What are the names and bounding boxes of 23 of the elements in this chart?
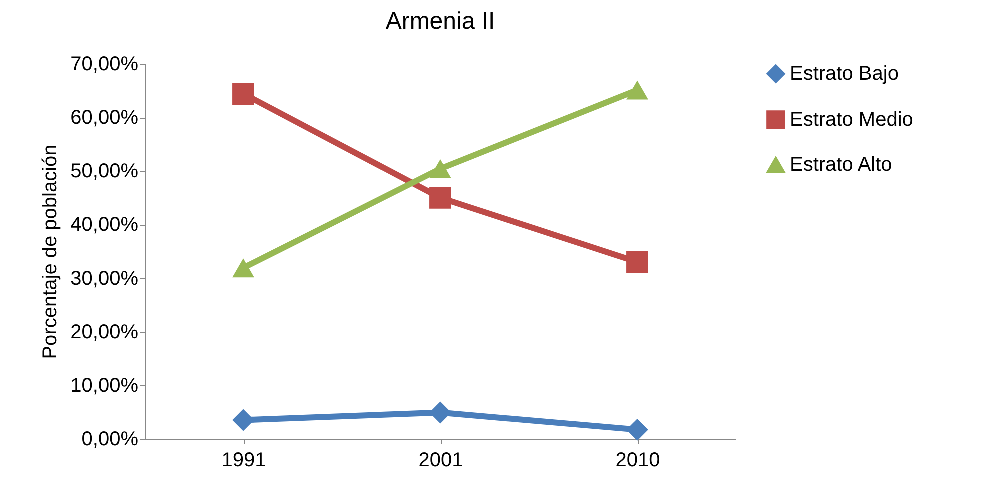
y-axis-title: Porcentaje de población bbox=[40, 144, 62, 360]
legend-label: Estrato Bajo bbox=[790, 63, 899, 85]
point bbox=[626, 80, 648, 100]
x-tick-label: 2010 bbox=[616, 450, 660, 472]
legend-label: Estrato Alto bbox=[790, 154, 892, 176]
point bbox=[626, 418, 648, 441]
y-tick-label: 20,00% bbox=[70, 321, 139, 344]
y-tick-label: 40,00% bbox=[70, 214, 139, 236]
y-tick-label: 70,00% bbox=[70, 54, 139, 76]
x-tick-label: 2001 bbox=[418, 450, 464, 472]
y-tick-label: 30,00% bbox=[70, 268, 139, 290]
point bbox=[232, 258, 254, 278]
chart-title: Armenia II bbox=[386, 8, 496, 35]
point bbox=[430, 186, 452, 209]
point bbox=[232, 83, 254, 105]
x-tick-label: 1991 bbox=[222, 450, 266, 472]
y-tick-label: 0,00% bbox=[82, 428, 139, 450]
y-tick-label: 60,00% bbox=[70, 107, 139, 130]
y-tick-label: 50,00% bbox=[70, 160, 139, 183]
point bbox=[430, 160, 452, 178]
point bbox=[626, 251, 648, 274]
y-tick-label: 10,00% bbox=[70, 374, 139, 397]
legend-label: Estrato Medio bbox=[790, 109, 914, 131]
